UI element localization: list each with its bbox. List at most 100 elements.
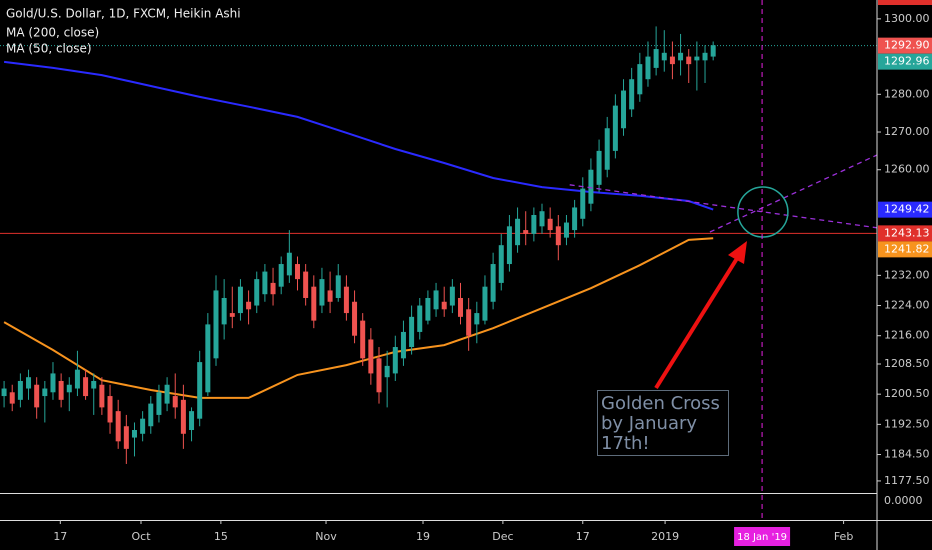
moving-average (3, 60, 714, 211)
candle-body (123, 426, 129, 449)
candle-body (9, 392, 15, 404)
candle-body (278, 264, 284, 287)
candle-body (140, 418, 146, 434)
candle-body (58, 380, 64, 400)
price-label-box (878, 225, 932, 242)
annotation-text: Golden Cross by January 17th! (601, 393, 720, 454)
x-tick-label: 19 (416, 530, 430, 543)
y-tick-label: 1280.00 (884, 87, 930, 100)
arrow-shaft (654, 250, 743, 390)
candle-body (213, 290, 219, 359)
plot-area (0, 0, 878, 520)
chart-title: Gold/U.S. Dollar, 1D, FXCM, Heikin Ashi (6, 7, 241, 21)
top-tag (878, 0, 932, 5)
y-tick-label: 1208.50 (884, 357, 930, 370)
x-tick-label: 15 (214, 530, 228, 543)
legend: Gold/U.S. Dollar, 1D, FXCM, Heikin Ashi (6, 7, 241, 21)
candle-body (694, 56, 700, 61)
price-label: 1241.82 (884, 242, 930, 255)
arrow-head (728, 241, 747, 264)
volume-tick-label: 0.0000 (884, 494, 923, 507)
candle-body (678, 52, 684, 61)
candle-body (172, 396, 178, 408)
candle-body (148, 403, 154, 427)
candle-body (229, 313, 235, 317)
y-tick-label: 1216.00 (884, 329, 930, 342)
candle-body (99, 384, 105, 408)
candle-body (156, 392, 162, 415)
candle-body (237, 286, 243, 314)
candle-body (1, 388, 7, 397)
price-label-box (878, 241, 932, 258)
candle-body (629, 79, 635, 110)
candle-body (498, 245, 504, 283)
x-tick-label: Nov (315, 530, 337, 543)
x-tick-label: 2019 (651, 530, 679, 543)
candle-body (490, 264, 496, 302)
candle-body (588, 169, 594, 204)
candle-body (384, 365, 390, 378)
projection-line (709, 154, 878, 233)
candle-body (352, 301, 358, 336)
candle-body (417, 305, 423, 332)
candle-body (115, 411, 121, 442)
candle-body (474, 313, 480, 325)
annotation: Golden Cross by January 17th! (597, 241, 747, 456)
candle-body (254, 279, 260, 306)
candle-body (286, 252, 292, 276)
candle-body (515, 218, 521, 246)
candle-body (294, 264, 300, 280)
candle-body (50, 373, 56, 393)
projection-line (569, 184, 878, 229)
candle-body (458, 297, 464, 317)
candle-body (189, 411, 195, 431)
candle-body (702, 52, 708, 61)
candle-body (612, 105, 618, 151)
candle-body (83, 377, 89, 397)
candle-body (66, 384, 72, 393)
candle-body (645, 56, 651, 80)
candle-body (392, 347, 398, 374)
y-tick-label: 1224.00 (884, 299, 930, 312)
candle-body (604, 128, 610, 170)
y-tick-label: 1200.50 (884, 387, 930, 400)
crosshair-label-box (734, 527, 791, 546)
candle-body (400, 331, 406, 359)
x-tick-label: Oct (131, 530, 151, 543)
candle-body (547, 218, 553, 231)
candle-body (539, 211, 545, 227)
y-tick-label: 1300.00 (884, 12, 930, 25)
candle-body (311, 286, 317, 321)
candle-body (555, 226, 561, 246)
y-tick-label: 1177.50 (884, 474, 930, 487)
candle-body (343, 286, 349, 314)
y-tick-label: 1184.50 (884, 448, 930, 461)
annotation-box (597, 390, 729, 456)
candle-body (441, 301, 447, 310)
candle-body (74, 369, 80, 389)
x-tick-label: Dec (492, 530, 513, 543)
candle-body (572, 207, 578, 231)
price-label-box (878, 53, 932, 70)
candle-body (107, 396, 113, 423)
candle-body (270, 282, 276, 295)
highlight-circle (737, 186, 789, 238)
legend-entry: MA (200, close) (6, 26, 99, 40)
crosshair-label: 18 Jan '19 (737, 532, 787, 543)
candle-body (376, 358, 382, 393)
candle-body (409, 316, 415, 348)
annotation-line: by January (601, 413, 697, 434)
candle-body (580, 188, 586, 219)
candle-body (319, 279, 325, 306)
candle-body (425, 297, 431, 321)
price-label-box (878, 201, 932, 218)
price-label-box (878, 37, 932, 54)
annotation-line: Golden Cross (601, 393, 720, 414)
candle-body (506, 226, 512, 265)
candle-body (466, 309, 472, 336)
y-tick-label: 1260.00 (884, 163, 930, 176)
x-tick-label: 17 (53, 530, 67, 543)
candle-body (669, 56, 675, 65)
candle-body (433, 290, 439, 310)
